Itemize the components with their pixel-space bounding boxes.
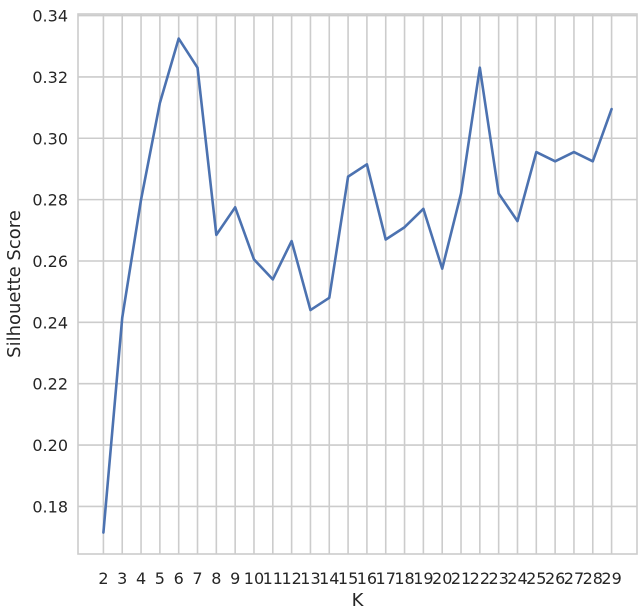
series-layer — [102, 37, 613, 534]
x-tick-label: 23 — [488, 569, 508, 588]
x-tick-labels: 2 3 4 5 6 7 8 9 10111213141516171819202122232425… — [98, 569, 621, 588]
x-tick-label: 2 — [98, 569, 108, 588]
plot-frame — [77, 13, 638, 555]
y-tick-label: 0.26 — [32, 252, 68, 271]
x-tick-label: 21 — [451, 569, 471, 588]
y-tick-label: 0.32 — [32, 68, 68, 87]
x-tick-label: 16 — [357, 569, 377, 588]
x-tick-label: 10 — [244, 569, 264, 588]
x-tick-label: 24 — [507, 569, 527, 588]
y-tick-label: 0.20 — [32, 436, 68, 455]
series-line — [102, 37, 613, 534]
y-tick-label: 0.18 — [32, 497, 68, 516]
x-tick-label: 22 — [470, 569, 490, 588]
x-tick-label: 20 — [432, 569, 452, 588]
x-tick-label: 27 — [564, 569, 584, 588]
x-tick-label: 25 — [526, 569, 546, 588]
x-tick-label: 18 — [394, 569, 414, 588]
y-tick-label: 0.22 — [32, 375, 68, 394]
x-tick-label: 4 — [136, 569, 146, 588]
x-tick-label: 12 — [281, 569, 301, 588]
x-tick-label: 17 — [376, 569, 396, 588]
x-tick-label: 14 — [319, 569, 339, 588]
x-tick-label: 8 — [211, 569, 221, 588]
y-tick-labels: 0.18 0.20 0.22 0.24 0.26 0.28 0.30 0.32 0.34 — [32, 7, 68, 517]
x-tick-label: 9 — [230, 569, 240, 588]
x-tick-label: 28 — [583, 569, 603, 588]
grid-lines — [78, 14, 637, 554]
y-tick-label: 0.28 — [32, 191, 68, 210]
y-tick-label: 0.30 — [32, 129, 68, 148]
x-tick-label: 11 — [263, 569, 283, 588]
x-tick-label: 19 — [413, 569, 433, 588]
x-tick-label: 5 — [155, 569, 165, 588]
x-tick-label: 13 — [300, 569, 320, 588]
x-tick-label: 26 — [545, 569, 565, 588]
x-tick-label: 6 — [174, 569, 184, 588]
x-tick-label: 15 — [338, 569, 358, 588]
x-tick-label: 3 — [117, 569, 127, 588]
y-axis-label: Silhouette Score — [4, 210, 25, 358]
y-tick-label: 0.24 — [32, 313, 68, 332]
y-tick-label: 0.34 — [32, 7, 68, 26]
x-tick-label: 7 — [192, 569, 202, 588]
x-tick-label: 29 — [601, 569, 621, 588]
x-axis-label: K — [352, 590, 365, 611]
